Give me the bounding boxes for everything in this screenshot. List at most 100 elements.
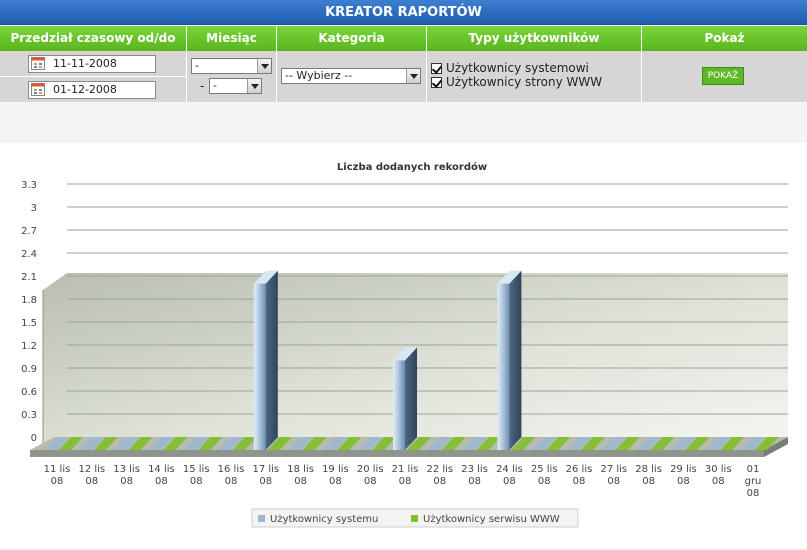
- bar-www-zero: [755, 437, 779, 450]
- chevron-down-icon[interactable]: [257, 59, 271, 73]
- bar-system: [393, 360, 405, 450]
- bar-system-zero: [219, 437, 243, 450]
- x-tick-label: 16 lis 08: [218, 464, 245, 487]
- bar-system-zero: [288, 437, 313, 450]
- bar-www-zero: [650, 437, 675, 450]
- y-tick-label: 0.6: [21, 387, 37, 398]
- bar-www-zero: [59, 437, 83, 450]
- bar-www-zero: [407, 437, 431, 450]
- y-tick-label: 2.1: [21, 272, 37, 283]
- category-select[interactable]: -- Wybierz --: [281, 68, 421, 84]
- x-tick-label: 27 lis 08: [600, 464, 627, 487]
- x-tick-label: 21 lis 08: [392, 464, 419, 487]
- bar-www-zero: [302, 437, 327, 450]
- bar-system-zero: [358, 437, 383, 450]
- chart-title: Liczba dodanych rekordów: [337, 161, 487, 173]
- x-tick-label: 17 lis 08: [252, 464, 279, 487]
- col-date-range-header: Przedział czasowy od/do: [0, 26, 187, 51]
- y-tick-label: 1.5: [21, 318, 37, 329]
- chart-legend: Użytkownicy systemu Użytkownicy serwisu …: [251, 508, 579, 528]
- x-tick-label: 22 lis 08: [426, 464, 453, 487]
- month-select-secondary-value: -: [213, 79, 217, 92]
- y-tick-label: 3: [31, 203, 37, 214]
- bar-side: [405, 347, 417, 450]
- system-users-label: Użytkownicy systemowi: [446, 61, 589, 75]
- calendar-icon[interactable]: [31, 57, 45, 70]
- bar-system-zero: [671, 437, 696, 450]
- x-tick-label: 29 lis 08: [670, 464, 697, 487]
- bar-system-zero: [79, 437, 104, 450]
- y-tick-label: 0: [31, 433, 37, 444]
- x-tick-label: 20 lis 08: [357, 464, 384, 487]
- calendar-icon[interactable]: [31, 83, 45, 96]
- bar-system-zero: [45, 437, 69, 450]
- floor-front: [30, 450, 764, 457]
- y-tick-label: 0.3: [21, 410, 37, 421]
- bar-www-zero: [337, 437, 362, 450]
- bar-www-zero: [233, 437, 257, 450]
- month-select-secondary[interactable]: -: [209, 78, 262, 94]
- month-dash: -: [200, 79, 205, 93]
- col-category-header: Kategoria: [277, 26, 427, 51]
- bar-system: [497, 283, 510, 450]
- bar-www-zero: [476, 437, 501, 450]
- system-users-checkbox[interactable]: [431, 63, 442, 74]
- category-select-value: -- Wybierz --: [285, 69, 353, 82]
- chevron-down-icon[interactable]: [247, 79, 261, 93]
- bar-system-zero: [532, 437, 557, 450]
- bar-www-zero: [720, 437, 745, 450]
- bar-system-zero: [114, 437, 139, 450]
- x-tick-label: 30 lis 08: [705, 464, 732, 487]
- bar-www-zero: [546, 437, 571, 450]
- bar-www-zero: [685, 437, 710, 450]
- x-tick-label: 15 lis 08: [183, 464, 210, 487]
- bar-www-zero: [441, 437, 466, 450]
- bar-top: [393, 347, 417, 361]
- date-from-field[interactable]: 11-11-2008: [28, 55, 156, 73]
- x-tick-label: 13 lis 08: [113, 464, 140, 487]
- legend-label-system: Użytkownicy systemu: [270, 514, 378, 525]
- month-select[interactable]: -: [191, 58, 272, 74]
- x-tick-label: 18 lis 08: [287, 464, 314, 487]
- x-tick-label: 19 lis 08: [322, 464, 349, 487]
- x-tick-label: 25 lis 08: [531, 464, 558, 487]
- bar-system-zero: [462, 437, 487, 450]
- x-tick-label: 01 gru 08: [745, 464, 762, 499]
- bar-www-zero: [198, 437, 223, 450]
- floor-side: [764, 437, 788, 457]
- y-tick-label: 3.3: [21, 180, 37, 191]
- legend-label-www: Użytkownicy serwisu WWW: [423, 514, 560, 525]
- bar-system-zero: [149, 437, 174, 450]
- bar-side: [265, 270, 278, 450]
- bar-top: [253, 270, 278, 284]
- date-to-field[interactable]: 01-12-2008: [28, 81, 156, 99]
- x-tick-label: 11 lis 08: [44, 464, 71, 487]
- bar-system-zero: [323, 437, 348, 450]
- bar-www-zero: [615, 437, 640, 450]
- bar-www-zero: [581, 437, 605, 450]
- bar-system-zero: [636, 437, 661, 450]
- bar-system-zero: [567, 437, 591, 450]
- x-tick-label: 14 lis 08: [148, 464, 175, 487]
- x-tick-label: 24 lis 08: [496, 464, 523, 487]
- records-chart: Liczba dodanych rekordów 0 0.3 0.6 0.9 1.2 1.…: [21, 161, 788, 528]
- y-tick-label: 2.7: [21, 226, 37, 237]
- x-tick-label: 12 lis 08: [78, 464, 105, 487]
- bar-top: [497, 270, 522, 284]
- bar-www-zero: [128, 437, 153, 450]
- bar-www-zero: [267, 437, 292, 450]
- bar-www-zero: [372, 437, 397, 450]
- chart-panel: Liczba dodanych rekordów 0 0.3 0.6 0.9 1.2 1.…: [0, 143, 807, 548]
- col-user-types-header: Typy użytkowników: [427, 26, 642, 51]
- y-tick-label: 1.2: [21, 341, 37, 352]
- bar-www-zero: [511, 437, 536, 450]
- x-tick-label: 23 lis 08: [461, 464, 488, 487]
- user-types-cell: [427, 51, 642, 102]
- col-month-header: Miesiąc: [187, 26, 277, 51]
- www-users-checkbox[interactable]: [431, 77, 442, 88]
- bar-system-zero: [706, 437, 731, 450]
- show-button[interactable]: POKAŻ: [702, 67, 744, 85]
- bar-www-zero: [93, 437, 118, 450]
- bar-system-zero: [601, 437, 626, 450]
- chevron-down-icon[interactable]: [406, 69, 420, 83]
